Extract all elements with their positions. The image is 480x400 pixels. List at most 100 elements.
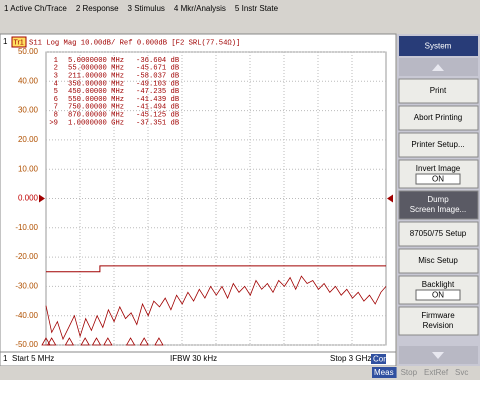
footer-channel: 1 (3, 354, 8, 363)
reference-marker-right (387, 194, 393, 203)
menu-item[interactable]: 3 Stimulus (128, 4, 165, 13)
marker-id: 4 (54, 80, 58, 88)
marker-id: 2 (54, 65, 58, 73)
marker-response: -49.103 dB (136, 80, 180, 88)
scroll-up-arrow (432, 64, 444, 71)
softkey-label: Misc Setup (418, 256, 458, 265)
marker-stimulus: 450.00000 MHz (68, 88, 124, 96)
marker-symbol (154, 337, 164, 346)
scroll-down-arrow (432, 352, 444, 359)
menu-item[interactable]: 1 Active Ch/Trace (4, 4, 67, 13)
y-tick-label: -10.00 (15, 223, 38, 232)
marker-stimulus: 550.00000 MHz (68, 96, 124, 104)
softkey-label: Dump (427, 195, 449, 204)
status-active (372, 367, 397, 378)
marker-id: 5 (54, 88, 58, 96)
marker-symbol (46, 337, 57, 346)
marker-stimulus: 750.00000 MHz (68, 104, 124, 112)
menu-item[interactable]: 5 Instr State (235, 4, 279, 13)
marker-response: -41.439 dB (136, 96, 180, 104)
marker-symbol (139, 337, 149, 346)
marker-response: -37.351 dB (136, 119, 180, 127)
marker-id: 6 (54, 96, 58, 104)
softkey-label: 87050/75 Setup (410, 229, 467, 238)
softkey[interactable] (398, 248, 479, 274)
softkey[interactable] (398, 221, 479, 247)
marker-symbol (41, 337, 51, 346)
trace-header: S11 Log Mag 10.00dB/ Ref 0.000dB [F2 SRL… (29, 39, 240, 47)
cor-badge (371, 354, 386, 364)
marker-symbol (125, 337, 136, 346)
softkey-label: Screen Image... (410, 205, 466, 214)
marker-response: -47.235 dB (136, 88, 180, 96)
trace-name: Tr1 (14, 39, 24, 46)
footer-start: Start 5 MHz (12, 354, 54, 363)
softkey[interactable] (398, 190, 479, 220)
marker-stimulus: 5.0000000 MHz (68, 57, 124, 65)
marker-symbol (103, 337, 113, 346)
trace-badge (11, 36, 27, 48)
reference-marker-left (39, 194, 45, 203)
chart-window (0, 33, 397, 367)
softkey-label: Backlight (422, 280, 455, 289)
y-tick-label: 40.00 (18, 76, 39, 85)
y-tick-label: -50.00 (15, 340, 38, 349)
y-tick-label: -20.00 (15, 252, 38, 261)
footer-cor: Cor (373, 355, 386, 364)
y-tick-label: 30.00 (18, 106, 39, 115)
menu-item[interactable]: 4 Mkr/Analysis (174, 4, 226, 13)
trace-line (46, 265, 386, 273)
marker-response: -58.037 dB (136, 73, 180, 81)
status-item: ExtRef (424, 368, 449, 377)
softkey-state: ON (432, 175, 444, 184)
softkey-label: Printer Setup... (411, 140, 464, 149)
trace-line (45, 275, 387, 341)
y-tick-label: 10.00 (18, 164, 39, 173)
softkey-state-box (415, 289, 461, 301)
status-bar (0, 366, 480, 379)
channel-number: 1 (3, 37, 8, 46)
marker-stimulus: 870.00000 MHz (68, 112, 124, 120)
softkey[interactable] (398, 132, 479, 158)
softkey-title-bg (399, 36, 478, 56)
softkey-label: Revision (423, 321, 454, 330)
marker-symbol (91, 337, 102, 346)
status-item: Meas (374, 368, 394, 377)
marker-response: -45.671 dB (136, 65, 180, 73)
marker-stimulus: 1.0000000 GHz (68, 119, 124, 127)
marker-id: 7 (54, 104, 58, 112)
status-item: Svc (455, 368, 468, 377)
marker-stimulus: 55.000000 MHz (68, 65, 124, 73)
menu-item[interactable]: 2 Response (76, 4, 119, 13)
softkey-label: Abort Printing (414, 113, 462, 122)
footer-stop: Stop 3 GHz (330, 354, 371, 363)
marker-response: -41.494 dB (136, 104, 180, 112)
softkey-label: Invert Image (416, 164, 461, 173)
y-tick-label: -30.00 (15, 282, 38, 291)
y-tick-label: 20.00 (18, 135, 39, 144)
softkey-title: System (425, 42, 452, 51)
marker-stimulus: 350.00000 MHz (68, 80, 124, 88)
status-item: Stop (401, 368, 418, 377)
marker-id: 8 (54, 112, 58, 120)
marker-response: -36.604 dB (136, 57, 180, 65)
softkey-label: Firmware (421, 311, 455, 320)
y-tick-label: -40.00 (15, 311, 38, 320)
softkey-label: Print (430, 86, 447, 95)
marker-id: 1 (54, 57, 58, 65)
softkey[interactable] (398, 306, 479, 336)
softkey-state: ON (432, 291, 444, 300)
marker-symbol (64, 337, 75, 346)
marker-response: -45.125 dB (136, 112, 180, 120)
softkey-state-box (415, 173, 461, 185)
marker-stimulus: 211.00000 MHz (68, 73, 124, 81)
softkey[interactable] (398, 105, 479, 131)
softkey[interactable] (398, 78, 479, 104)
marker-id: 3 (54, 73, 58, 81)
footer-ifbw: IFBW 30 kHz (170, 354, 217, 363)
marker-id: >9 (49, 119, 58, 127)
marker-symbol (80, 337, 90, 346)
y-tick-label: 50.00 (18, 47, 39, 56)
